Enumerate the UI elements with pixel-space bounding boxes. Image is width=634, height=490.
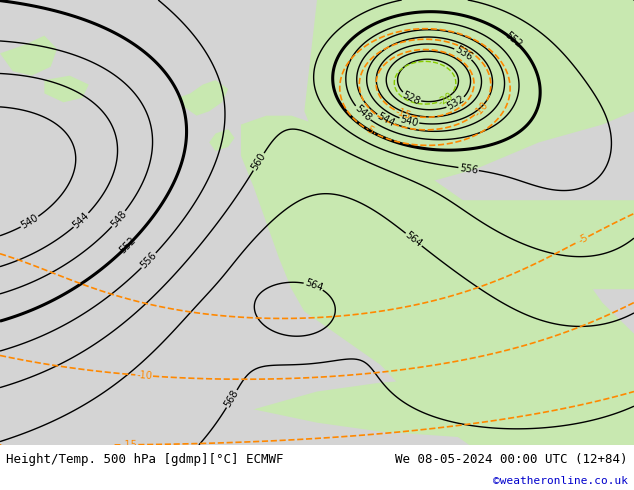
Polygon shape [178, 80, 228, 116]
Text: 532: 532 [445, 94, 467, 112]
Polygon shape [44, 75, 89, 102]
Text: 564: 564 [403, 230, 424, 249]
Text: 548: 548 [353, 103, 373, 123]
Text: 544: 544 [375, 111, 396, 128]
Text: We 08-05-2024 00:00 UTC (12+84): We 08-05-2024 00:00 UTC (12+84) [395, 453, 628, 466]
Text: -5: -5 [362, 123, 376, 137]
Text: 564: 564 [303, 278, 324, 294]
Text: -20: -20 [436, 91, 455, 107]
Text: 540: 540 [399, 114, 420, 128]
Text: Height/Temp. 500 hPa [gdmp][°C] ECMWF: Height/Temp. 500 hPa [gdmp][°C] ECMWF [6, 453, 284, 466]
Polygon shape [412, 200, 634, 289]
Text: 568: 568 [223, 388, 241, 409]
Text: ©weatheronline.co.uk: ©weatheronline.co.uk [493, 476, 628, 486]
Text: -15: -15 [121, 440, 138, 450]
Text: 544: 544 [71, 210, 91, 230]
Text: 536: 536 [453, 45, 474, 63]
Text: -10: -10 [472, 99, 490, 118]
Polygon shape [209, 129, 235, 151]
Text: 552: 552 [503, 30, 524, 49]
Text: 540: 540 [19, 213, 40, 231]
Polygon shape [254, 378, 634, 445]
Text: -10: -10 [136, 370, 152, 381]
Text: 556: 556 [139, 250, 158, 270]
Text: -5: -5 [576, 232, 590, 246]
Text: 548: 548 [109, 209, 129, 229]
Text: -15: -15 [394, 106, 412, 121]
Text: 552: 552 [118, 235, 138, 256]
Text: 528: 528 [401, 89, 422, 106]
Polygon shape [0, 36, 57, 75]
Polygon shape [304, 0, 634, 187]
Text: 560: 560 [250, 151, 268, 172]
Text: 556: 556 [458, 163, 479, 175]
Polygon shape [241, 116, 634, 445]
